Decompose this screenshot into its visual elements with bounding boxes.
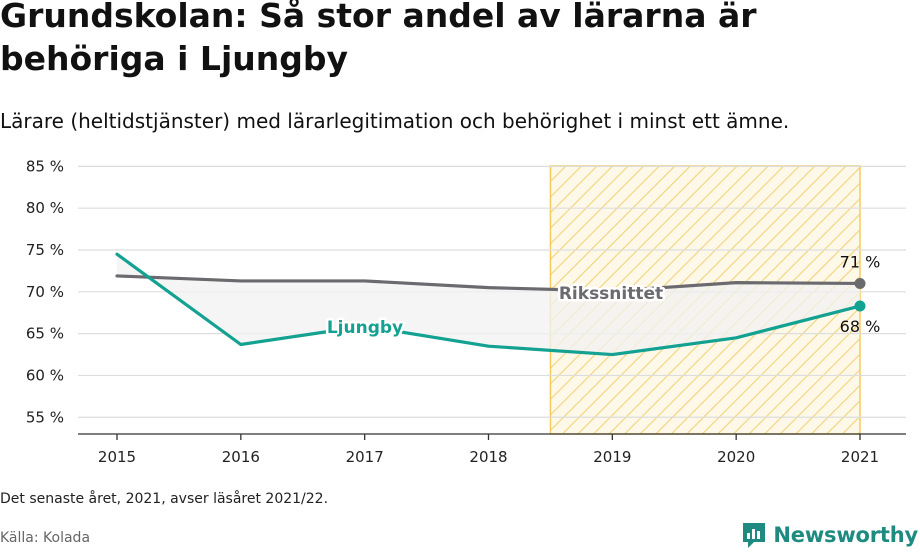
- x-tick-label: 2017: [346, 448, 384, 466]
- series-labels: 71 % 68 % Rikssnittet Ljungby: [324, 252, 881, 340]
- y-tick-label: 75 %: [26, 241, 64, 259]
- x-tick-label: 2019: [593, 448, 631, 466]
- end-point: [854, 300, 866, 312]
- series-name-label: Ljungby: [327, 318, 403, 338]
- source-text: Källa: Kolada: [0, 530, 91, 546]
- footnote: Det senaste året, 2021, avser läsåret 20…: [0, 491, 329, 507]
- newsworthy-logo-icon: [743, 523, 766, 548]
- x-tick-label: 2015: [98, 448, 136, 466]
- axes: 55 % 60 % 65 % 70 % 75 % 80 % 85 % 2015 2016 2017…: [26, 157, 906, 466]
- chart-title: Grundskolan: Så stor andel av lärarna är…: [0, 0, 757, 78]
- end-value-label: 68 %: [840, 317, 881, 336]
- chart-subtitle: Lärare (heltidstjänster) med lärarlegiti…: [0, 109, 790, 133]
- y-tick-label: 80 %: [26, 199, 64, 217]
- end-point: [854, 277, 866, 289]
- series-lines: [115, 252, 866, 357]
- x-tick-label: 2018: [469, 448, 507, 466]
- series-line: [115, 274, 862, 293]
- series-line: [115, 252, 862, 357]
- gap-area: [117, 254, 860, 355]
- x-tick-label: 2016: [222, 448, 260, 466]
- gap-fill: [117, 254, 860, 355]
- line-chart: 55 % 60 % 65 % 70 % 75 % 80 % 85 % 2015 2016 2017…: [26, 157, 906, 466]
- end-value-label: 71 %: [840, 252, 881, 271]
- x-tick-label: 2020: [717, 448, 755, 466]
- y-tick-label: 65 %: [26, 325, 64, 343]
- y-tick-label: 70 %: [26, 283, 64, 301]
- grid-lines: [78, 165, 906, 418]
- brand-logo: Newsworthy: [741, 519, 918, 551]
- x-tick-label: 2021: [841, 448, 879, 466]
- series-name-label: Rikssnittet: [559, 284, 663, 304]
- brand-name: Newsworthy: [773, 523, 918, 547]
- y-tick-label: 55 %: [26, 408, 64, 426]
- y-tick-label: 85 %: [26, 157, 64, 175]
- y-tick-label: 60 %: [26, 366, 64, 384]
